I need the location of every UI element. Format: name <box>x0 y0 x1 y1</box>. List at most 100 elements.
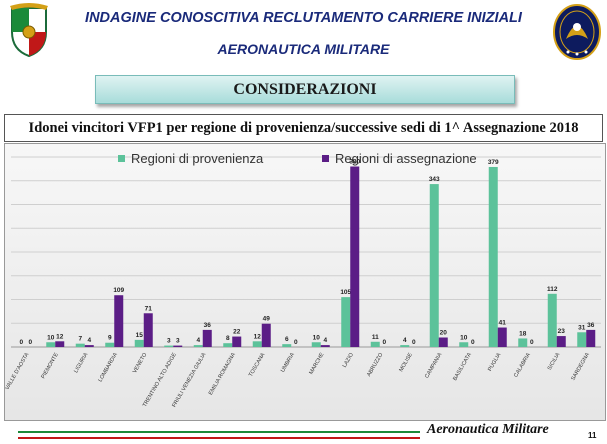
data-label: 0 <box>471 339 475 346</box>
data-label: 71 <box>145 305 153 312</box>
category-tick-label: ABRUZZO <box>366 351 385 377</box>
data-label: 22 <box>233 329 241 336</box>
data-label: 105 <box>340 289 351 296</box>
data-label: 15 <box>136 332 144 339</box>
data-label: 20 <box>440 330 448 337</box>
bar <box>438 337 448 347</box>
category-tick-label: TOSCANA <box>248 352 267 378</box>
bar <box>75 343 85 347</box>
category-tick-label: SICILIA <box>547 352 562 372</box>
data-label: 36 <box>587 322 595 329</box>
data-label: 0 <box>412 339 416 346</box>
data-label: 23 <box>558 328 566 335</box>
category-tick-label: TRENTINO ALTO ADIGE <box>142 352 178 409</box>
bar <box>586 329 596 347</box>
bar <box>350 166 360 347</box>
footer-brand: Aeronautica Militare <box>427 422 549 437</box>
bar <box>105 342 115 347</box>
bar <box>459 342 469 347</box>
bar <box>143 313 153 347</box>
category-tick-label: CAMPANIA <box>424 352 444 380</box>
legend-swatch <box>322 155 329 162</box>
page-number: 11 <box>588 431 597 440</box>
data-label: 10 <box>47 334 55 341</box>
data-label: 6 <box>285 336 289 343</box>
data-label: 0 <box>28 339 32 346</box>
bar <box>193 345 203 347</box>
data-label: 0 <box>382 339 386 346</box>
bar <box>320 345 330 347</box>
data-label: 0 <box>294 339 298 346</box>
bar <box>400 345 410 347</box>
data-label: 10 <box>313 334 321 341</box>
data-label: 8 <box>226 335 230 342</box>
data-label: 36 <box>204 322 212 329</box>
data-label: 7 <box>78 336 82 343</box>
bar <box>311 342 321 347</box>
category-tick-label: LAZIO <box>342 351 356 368</box>
bar <box>577 332 587 347</box>
data-label: 343 <box>429 176 440 183</box>
category-tick-label: EMILIA ROMAGNA <box>208 352 237 397</box>
bar <box>261 323 271 347</box>
data-label: 12 <box>254 333 262 340</box>
data-label: 12 <box>56 333 64 340</box>
data-label: 18 <box>519 330 527 337</box>
bar <box>164 345 174 347</box>
chart-title: Idonei vincitori VFP1 per regione di pro… <box>4 114 603 142</box>
data-label: 31 <box>578 324 586 331</box>
legend-label: Regioni di provenienza <box>131 151 264 166</box>
bar <box>202 329 212 347</box>
data-label: 0 <box>530 339 534 346</box>
data-label: 49 <box>263 316 271 323</box>
category-tick-label: LIGURIA <box>73 352 89 374</box>
bar <box>46 342 56 347</box>
data-label: 11 <box>372 334 379 341</box>
category-tick-label: SARDEGNA <box>570 352 591 382</box>
data-label: 109 <box>113 287 124 294</box>
footer-divider-red <box>18 437 420 439</box>
data-label: 112 <box>547 286 558 293</box>
bar <box>84 345 94 347</box>
bar-chart: Regioni di provenienza Regioni di assegna… <box>4 143 606 421</box>
bar <box>429 184 439 347</box>
data-label: 4 <box>323 337 327 344</box>
bar <box>232 336 242 347</box>
badge-logo-graphic <box>553 4 601 60</box>
bar <box>370 341 380 347</box>
category-tick-label: CALABRIA <box>513 352 532 379</box>
category-tick-label: UMBRIA <box>280 352 296 374</box>
crest-logo-graphic <box>10 3 48 58</box>
header: INDAGINE CONOSCITIVA RECLUTAMENTO CARRIE… <box>0 0 607 66</box>
bar <box>282 344 292 347</box>
category-tick-label: MARCHE <box>308 352 325 376</box>
bar <box>134 339 144 347</box>
bar <box>173 345 183 347</box>
bar <box>341 297 351 347</box>
bar <box>556 336 566 347</box>
category-tick-label: FRIULI VENEZIA GIULIA <box>171 352 207 409</box>
bar <box>252 341 262 347</box>
data-label: 10 <box>460 334 468 341</box>
bar <box>497 327 507 347</box>
category-tick-label: BASILICATA <box>452 352 473 382</box>
header-subtitle: AERONAUTICA MILITARE <box>217 41 390 57</box>
bar <box>223 343 233 347</box>
data-label: 380 <box>349 159 360 166</box>
category-tick-label: PIEMONTE <box>40 352 60 380</box>
bar <box>547 293 557 347</box>
data-label: 4 <box>87 337 91 344</box>
header-title: INDAGINE CONOSCITIVA RECLUTAMENTO CARRIE… <box>85 10 522 26</box>
bar <box>55 341 65 347</box>
section-title: CONSIDERAZIONI <box>95 75 515 104</box>
data-label: 4 <box>196 337 200 344</box>
data-label: 41 <box>499 320 507 327</box>
category-tick-label: LOMBARDIA <box>98 352 120 383</box>
data-label: 4 <box>403 337 407 344</box>
data-label: 3 <box>167 338 171 345</box>
footer-divider-green <box>18 431 420 433</box>
category-tick-label: MOLISE <box>398 352 414 373</box>
legend-swatch <box>118 155 125 162</box>
bar-chart-svg: Regioni di provenienza Regioni di assegna… <box>5 151 601 409</box>
bar <box>114 295 124 347</box>
